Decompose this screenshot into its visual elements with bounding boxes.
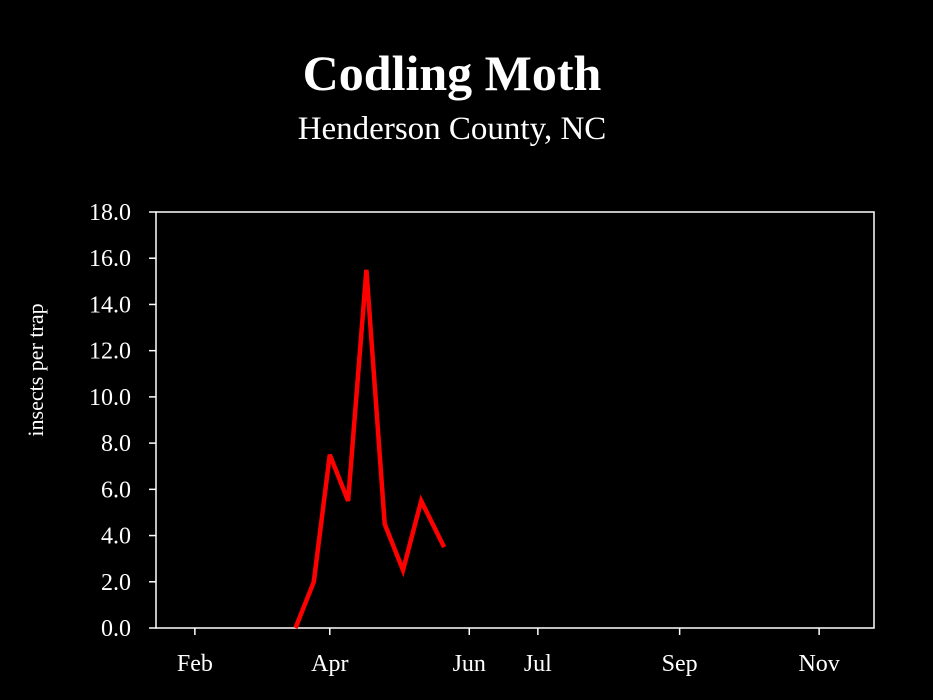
y-tick-label: 6.0 [101,477,131,503]
y-tick-label: 4.0 [101,524,131,550]
series-layer [293,269,447,629]
x-tick-label: Feb [177,651,213,677]
y-axis: 0.0 2.0 4.0 6.0 8.0 10.0 12.0 14.0 16.0 18.0 [89,200,156,642]
chart-title: Codling Moth [303,45,602,101]
y-tick-label: 12.0 [89,339,131,365]
y-tick-label: 2.0 [101,570,131,596]
x-axis: Feb Apr Jun Jul Sep Nov [177,628,840,677]
x-tick-label: Jul [524,651,552,677]
y-tick-label: 8.0 [101,431,131,457]
y-tick-label: 14.0 [89,292,131,318]
y-tick-label: 18.0 [89,200,131,226]
y-tick-label: 16.0 [89,246,131,272]
series-line-0 [293,269,447,629]
x-tick-label: Nov [798,651,839,677]
y-axis-title: insects per trap [23,303,48,436]
chart-subtitle: Henderson County, NC [298,111,607,147]
x-tick-label: Sep [662,651,698,677]
plot-frame [155,211,875,629]
y-tick-label: 10.0 [89,385,131,411]
y-tick-label: 0.0 [101,616,131,642]
x-tick-label: Jun [453,651,486,677]
x-tick-label: Apr [311,651,348,677]
